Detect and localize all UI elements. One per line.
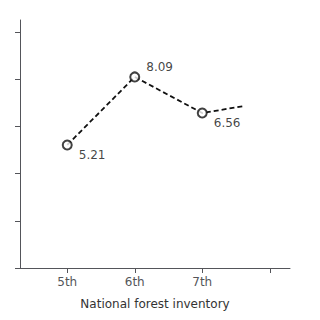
svg-text:6.56: 6.56 bbox=[214, 116, 241, 130]
svg-text:7th: 7th bbox=[192, 275, 212, 289]
svg-text:6th: 6th bbox=[125, 275, 145, 289]
svg-text:5th: 5th bbox=[57, 275, 77, 289]
svg-text:8.09: 8.09 bbox=[146, 60, 173, 74]
svg-text:National forest inventory: National forest inventory bbox=[80, 297, 229, 311]
svg-text:5.21: 5.21 bbox=[79, 148, 106, 162]
